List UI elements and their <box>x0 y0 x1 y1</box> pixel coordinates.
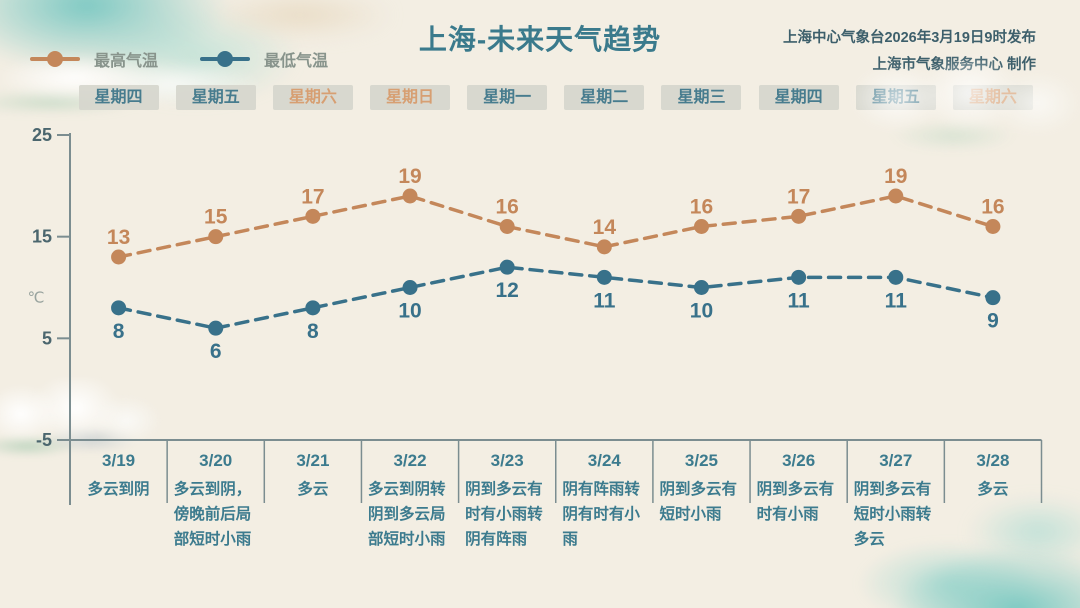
date-label: 3/21 <box>296 451 330 470</box>
date-label: 3/25 <box>684 451 719 470</box>
temp-value-label: 11 <box>885 289 908 312</box>
high-temp-line <box>116 194 995 259</box>
date-label: 3/26 <box>782 451 816 470</box>
weather-description: 阴到多云有时有小雨 <box>756 481 835 523</box>
temp-value-label: 6 <box>210 340 222 363</box>
publisher-line1: 上海中心气象台2026年3月19日9时发布 <box>782 30 1036 46</box>
weather-description: 阴到多云有时有小雨转阴有阵雨 <box>465 481 543 548</box>
temp-value-label: 10 <box>398 300 421 323</box>
high-temp-legend-marker <box>30 51 80 67</box>
high-temp-dot-icon <box>47 51 63 67</box>
weather-description: 多云到阴，傍晚前后局部短时小雨 <box>173 481 252 548</box>
weekday-label-6: 星期二 <box>564 85 645 110</box>
temp-point <box>305 208 321 224</box>
temp-value-label: 11 <box>788 289 811 312</box>
temp-point <box>985 290 1001 306</box>
weather-description: 多云到阴 <box>87 481 150 498</box>
temp-point <box>208 229 224 245</box>
weather-description: 阴有阵雨转阴有时有小雨 <box>562 481 640 548</box>
publisher-line2: 上海市气象服务中心 制作 <box>872 57 1036 73</box>
temp-value-label: 13 <box>107 226 130 249</box>
legend-label-high-temp: 最高气温 <box>94 53 159 70</box>
temp-point <box>888 188 904 204</box>
temp-point <box>693 219 709 234</box>
temp-value-label: 16 <box>690 196 713 219</box>
legend-label-low-temp: 最低气温 <box>264 53 329 70</box>
temp-value-label: 16 <box>495 196 518 219</box>
weekday-label-7: 星期三 <box>661 85 742 110</box>
temp-value-label: 19 <box>398 165 421 188</box>
temp-point <box>208 320 224 336</box>
temp-value-label: 17 <box>787 185 810 208</box>
temp-point <box>111 249 127 265</box>
weather-description: 多云到阴转阴到多云局部短时小雨 <box>368 481 446 548</box>
y-axis-unit-label: ℃ <box>28 290 45 307</box>
temp-point <box>111 300 127 316</box>
weekday-label-4: 星期日 <box>370 85 451 110</box>
temp-point <box>499 259 515 275</box>
temp-value-label: 9 <box>987 310 999 333</box>
low-temp-dot-icon <box>217 51 234 67</box>
temp-value-label: 8 <box>113 320 125 343</box>
weekday-label-5: 星期一 <box>467 85 548 110</box>
weekday-label-3: 星期六 <box>272 85 353 110</box>
temp-value-label: 19 <box>884 165 907 188</box>
weather-description: 多云 <box>297 481 329 498</box>
temp-point <box>596 239 612 255</box>
temp-point <box>693 280 709 295</box>
y-tick-label: -5 <box>36 430 52 450</box>
weather-description: 阴到多云有短时小雨 <box>659 481 737 523</box>
temp-value-label: 16 <box>981 196 1004 219</box>
temp-value-label: 10 <box>690 300 713 323</box>
legend-item-high-temp: 最高气温 <box>30 47 158 71</box>
temp-point <box>305 300 321 316</box>
chart-legend: 最高气温 最低气温 <box>30 47 328 71</box>
legend-item-low-temp: 最低气温 <box>200 47 328 71</box>
temp-point <box>791 208 807 224</box>
date-label: 3/24 <box>587 451 621 470</box>
date-label: 3/22 <box>393 451 427 470</box>
y-tick-label: 5 <box>42 328 52 348</box>
temp-point <box>888 269 904 285</box>
temp-value-label: 11 <box>593 289 616 312</box>
temp-point <box>499 219 515 234</box>
temp-point <box>402 280 418 295</box>
weekday-label-2: 星期五 <box>175 85 256 110</box>
low-temp-legend-marker <box>200 51 251 67</box>
temp-point <box>402 188 418 204</box>
date-label: 3/27 <box>879 451 913 470</box>
date-label: 3/23 <box>490 451 524 470</box>
weather-description: 阴到多云有短时小雨转多云 <box>853 481 932 548</box>
temp-value-label: 8 <box>307 320 319 343</box>
weekday-label-9: 星期五 <box>855 85 936 110</box>
y-tick-label: 15 <box>32 227 52 247</box>
temp-value-label: 17 <box>301 185 324 208</box>
weekday-label-1: 星期四 <box>78 85 159 110</box>
date-label: 3/19 <box>102 451 136 470</box>
temp-value-label: 14 <box>593 216 617 239</box>
date-label: 3/28 <box>976 451 1010 470</box>
y-tick-label: 25 <box>32 125 52 145</box>
date-label: 3/20 <box>199 451 233 470</box>
temp-point <box>985 219 1001 234</box>
temp-point <box>791 269 807 285</box>
weather-description: 多云 <box>977 481 1009 498</box>
page-title: 上海-未来天气趋势 <box>418 24 662 55</box>
temp-value-label: 12 <box>495 279 518 302</box>
weekday-label-10: 星期六 <box>952 85 1033 110</box>
publisher-info: 上海中心气象台2026年3月19日9时发布 上海市气象服务中心 制作 <box>783 25 1036 79</box>
low-temp-line <box>116 265 995 330</box>
weekday-label-8: 星期四 <box>758 85 839 110</box>
temp-value-label: 15 <box>204 206 228 229</box>
temp-point <box>596 269 612 285</box>
